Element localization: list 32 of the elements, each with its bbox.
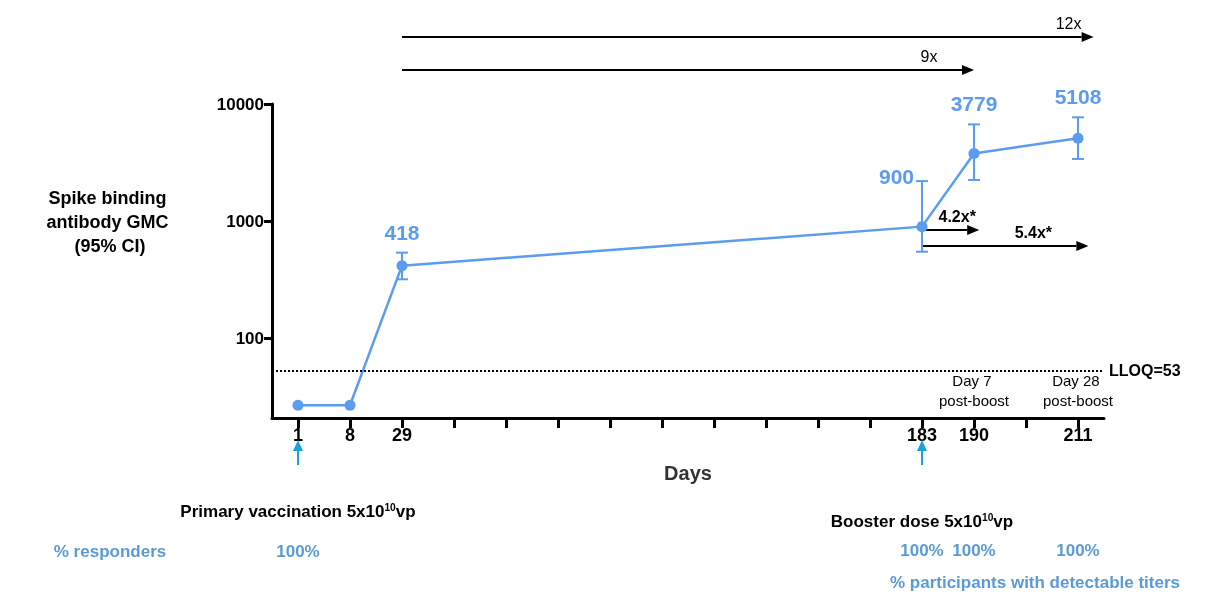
annotation: Day 7 post-boost [938, 371, 1010, 409]
data-label: 418 [384, 220, 420, 244]
point [292, 399, 304, 411]
x-axis-title: Days [664, 462, 712, 484]
data-label: 3779 [950, 92, 998, 116]
text: 100% [276, 541, 320, 561]
y-tick-label: 10000 [216, 94, 264, 114]
text: 100% [1056, 540, 1100, 560]
annotation: 4.2x* [938, 207, 977, 225]
text: 100% [900, 540, 944, 560]
text: 9x [920, 47, 938, 65]
point [1072, 132, 1084, 144]
text: 100% [952, 540, 996, 560]
text: % participants with detectable titers [889, 572, 1181, 592]
data-label: 5108 [1054, 85, 1102, 109]
point [344, 399, 356, 411]
point [396, 260, 408, 272]
x-tick-label: 183 [906, 425, 938, 445]
y-axis-title: Spike binding antibody GMC (95% CI) [46, 188, 174, 256]
y-tick-label: 100 [235, 329, 264, 349]
x-tick-label: 211 [1063, 425, 1093, 445]
x-tick-label: 8 [344, 425, 356, 445]
point [916, 221, 928, 233]
annotation: 5.4x* [1014, 223, 1053, 241]
x-tick-label: 1 [292, 425, 304, 445]
data-label: 900 [878, 164, 914, 188]
point [968, 148, 980, 160]
text: % responders [53, 541, 167, 561]
text: 12x [1055, 14, 1082, 32]
y-tick-label: 1000 [226, 211, 264, 231]
x-tick-label: 190 [958, 425, 990, 445]
x-tick-label: 29 [391, 425, 413, 445]
